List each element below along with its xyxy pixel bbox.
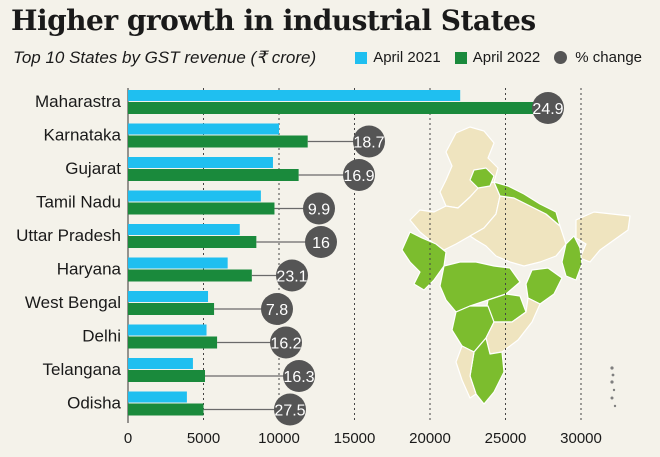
chart-title: Higher growth in industrial States [11,4,536,37]
bar-april-2022 [128,269,252,282]
map-green-odisha [525,267,563,305]
pct-change-label: 16.2 [270,336,301,353]
x-tick-label: 25000 [485,430,527,447]
pct-change-marker [274,393,306,426]
bar-april-2021 [128,90,461,101]
bar-april-2022 [128,169,299,181]
bar-april-2022 [128,236,257,248]
bar-april-2022 [128,303,215,315]
pct-change-marker [305,226,337,258]
bar-april-2021 [128,291,209,302]
legend-swatch-april-2022 [454,51,467,64]
chart-subtitle: Top 10 States by GST revenue (₹ crore) [13,48,317,67]
legend: April 2021 April 2022 % change [341,49,642,66]
map-green-gujarat [401,231,447,291]
category-label: Telangana [43,360,122,379]
pct-change-marker [353,125,385,158]
india-map [401,126,631,408]
pct-change-marker [261,293,293,325]
pct-change-label: 16.9 [343,168,374,185]
bar-april-2022 [128,403,204,416]
bar-april-2022 [128,336,218,349]
bar-april-2021 [128,190,261,202]
pct-change-marker [270,326,302,359]
x-tick-label: 0 [124,430,132,447]
category-label: Karnataka [44,126,122,145]
category-label: Gujarat [65,159,121,178]
x-tick-label: 5000 [187,430,220,447]
map-green-uttar-pradesh [493,181,561,227]
pct-change-marker [532,92,564,124]
plot-area: 0 5000 10000 15000 20000 25000 30000 Maharastra… [16,88,602,447]
map-islands [610,366,617,408]
bar-april-2021 [128,324,207,336]
legend-item-pct-change: % change [554,49,642,66]
legend-swatch-april-2021 [355,51,368,64]
category-label: Haryana [57,260,122,279]
map-kerala [455,345,477,399]
bar-april-2022 [128,370,206,382]
map-northeast-region [575,211,631,263]
pct-change-marker [303,192,335,225]
category-label: Uttar Pradesh [16,226,121,245]
legend-label-april-2022: April 2022 [472,49,541,66]
pct-change-marker [343,159,375,191]
legend-item-april-2021: April 2021 [355,49,441,66]
legend-item-april-2022: April 2022 [454,49,541,66]
pct-change-label: 9.9 [308,202,330,219]
x-tick-label: 20000 [409,430,451,447]
category-label: Maharastra [35,92,122,111]
pct-change-label: 23.1 [276,269,307,286]
category-label: Odisha [67,394,121,413]
legend-label-pct-change: % change [575,49,642,66]
pct-change-label: 27.5 [274,403,305,420]
bar-april-2021 [128,224,240,235]
map-green-west-bengal [561,235,583,281]
bar-april-2021 [128,257,228,269]
pct-change-label: 16.3 [283,369,314,386]
x-tick-label: 10000 [258,430,300,447]
pct-change-marker [283,360,315,392]
category-label: Delhi [82,327,121,346]
category-label: Tamil Nadu [36,193,121,212]
pct-change-label: 24.9 [532,101,563,118]
pct-change-label: 7.8 [266,302,288,319]
pct-change-label: 16 [312,235,330,252]
x-tick-label: 15000 [334,430,376,447]
map-green-haryana [469,167,495,189]
bar-april-2022 [128,102,544,114]
bar-april-2021 [128,123,279,135]
bar-april-2021 [128,157,273,168]
pct-change-label: 18.7 [353,135,384,152]
category-label: West Bengal [25,293,121,312]
x-tick-label: 30000 [560,430,602,447]
bar-april-2022 [128,202,275,215]
pct-change-marker [276,259,308,292]
bar-april-2021 [128,358,193,369]
bar-april-2021 [128,391,187,403]
bar-april-2022 [128,135,308,148]
legend-label-april-2021: April 2021 [373,49,441,66]
legend-swatch-pct-change [554,51,568,64]
